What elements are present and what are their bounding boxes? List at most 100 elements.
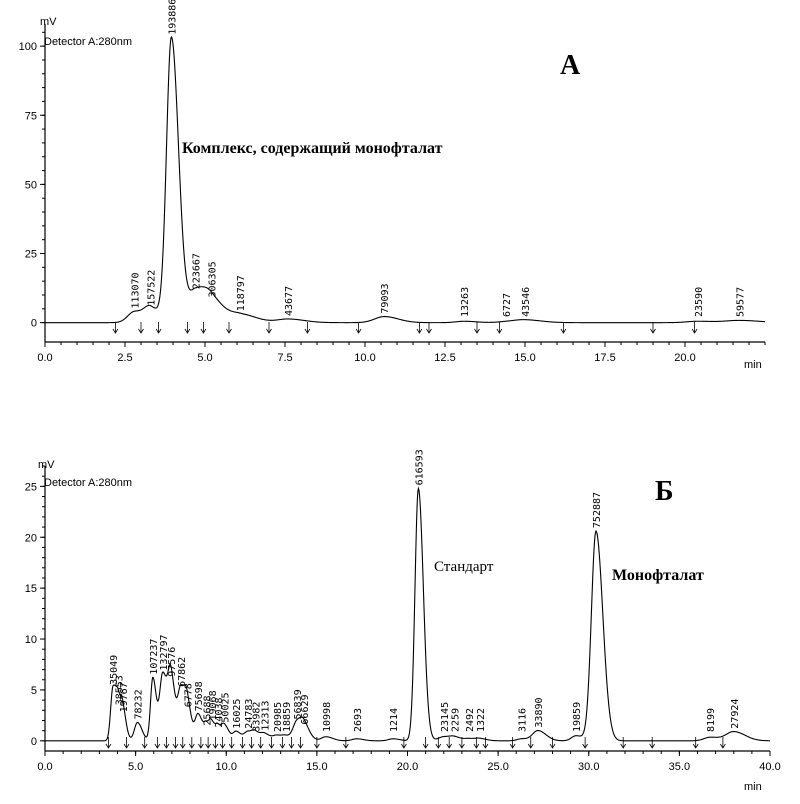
integration-marker [279,737,286,749]
x-tick-label: 0.0 [37,352,52,364]
integration-marker [198,737,204,749]
peak-area-label: 6778 [183,683,194,707]
integration-marker [212,737,219,749]
peak-area-label: 19859 [572,702,583,732]
integration-marker [649,737,656,749]
x-tick-label: 12.5 [434,352,455,364]
integration-marker [266,322,272,334]
integration-marker [297,737,304,749]
integration-marker [416,322,423,334]
baseline-markers-a [112,322,698,334]
annotation-complex: Комплекс, содержащий монофталат [182,140,443,157]
peak-area-label: 6727 [502,293,513,317]
integration-marker [112,322,119,334]
integration-marker [620,737,627,749]
integration-marker [527,737,534,749]
integration-marker [343,737,349,749]
y-unit-label-a: mV [40,16,57,28]
integration-marker [239,737,246,749]
x-tick-label: 15.0 [306,761,327,773]
peak-area-label: 56839 [293,689,304,719]
annotation-monophthalate: Монофталат [612,567,704,584]
peak-area-label: 2259 [451,708,462,732]
peak-area-label: 67862 [177,657,188,687]
panel-label-a: А [560,50,581,81]
integration-marker [304,322,311,334]
y-tick-label: 5 [31,685,37,697]
peak-area-label: 50025 [220,692,231,722]
integration-marker [650,322,656,334]
axes-a: 0.0 2.5 5.0 7.5 10.0 12.5 15.0 17.5 20.0 0 25 50 75 1… [19,24,766,364]
x-tick-label: 35.0 [669,761,690,773]
peak-area-label: 1214 [389,708,400,732]
integration-marker [560,322,567,334]
peak-area-label: 24038 [214,697,225,727]
x-tick-label: 25.0 [487,761,508,773]
peak-area-label: 223667 [191,253,202,289]
y-tick-label: 75 [25,110,37,122]
peak-area-label: 1938868 [167,0,178,35]
peak-area-label: 18859 [282,702,293,732]
peak-area-label: 35049 [109,655,120,685]
peak-area-label: 79093 [380,283,391,313]
peak-area-label: 2693 [353,708,364,732]
integration-marker [184,322,191,334]
integration-marker [474,322,480,334]
detector-label-a: Detector A:280nm [44,36,132,48]
y-tick-label: 0 [31,736,37,748]
peak-area-label: 3116 [518,708,529,732]
integration-marker [268,737,275,749]
chromatogram-trace-a [45,35,766,324]
peak-area-label: 132797 [159,634,170,670]
peak-area-label: 43677 [284,286,295,316]
peak-area-label: 66629 [300,694,311,724]
integration-marker [172,737,179,749]
integration-marker [179,737,186,749]
annotation-standard: Стандарт [434,559,494,575]
integration-marker [401,737,407,749]
x-tick-label: 10.0 [354,352,375,364]
x-tick-label: 5.0 [128,761,143,773]
integration-marker [105,737,112,749]
peak-area-label: 97576 [167,647,178,677]
integration-marker [205,737,211,749]
x-tick-label: 10.0 [216,761,237,773]
integration-marker [226,322,232,334]
integration-marker [248,737,255,749]
y-tick-label: 25 [25,481,37,493]
integration-marker [720,737,726,749]
x-tick-label: 0.0 [37,761,52,773]
x-tick-label: 7.5 [277,352,292,364]
integration-marker [496,322,503,334]
peak-area-label: 19068 [208,690,219,720]
peak-area-label: 23590 [694,287,705,317]
x-tick-label: 2.5 [117,352,132,364]
peak-area-label: 616593 [414,449,425,485]
chromatogram-panel-b: Б Detector A:280nm mV min Стандарт Моноф… [25,449,781,793]
integration-marker [228,737,235,749]
integration-marker [446,737,453,749]
detector-label-b: Detector A:280nm [44,477,132,489]
peak-area-label: 12313 [260,701,271,731]
peak-area-label: 157522 [147,270,158,306]
peak-area-label: 24783 [244,699,255,729]
integration-marker [200,322,207,334]
integration-marker [219,737,226,749]
x-tick-label: 30.0 [578,761,599,773]
peak-area-label: 59577 [735,287,746,317]
x-tick-label: 20.0 [397,761,418,773]
integration-marker [138,322,144,334]
integration-marker [473,737,480,749]
y-tick-label: 0 [31,318,37,330]
peak-area-label: 10998 [322,702,333,732]
integration-marker [141,737,148,749]
integration-marker [459,737,465,749]
x-unit-label-a: min [744,359,762,371]
x-tick-label: 5.0 [197,352,212,364]
chromatogram-trace-b [45,486,771,742]
integration-marker [163,737,170,749]
x-tick-label: 20.0 [674,352,695,364]
peak-area-label: 118797 [236,275,247,311]
